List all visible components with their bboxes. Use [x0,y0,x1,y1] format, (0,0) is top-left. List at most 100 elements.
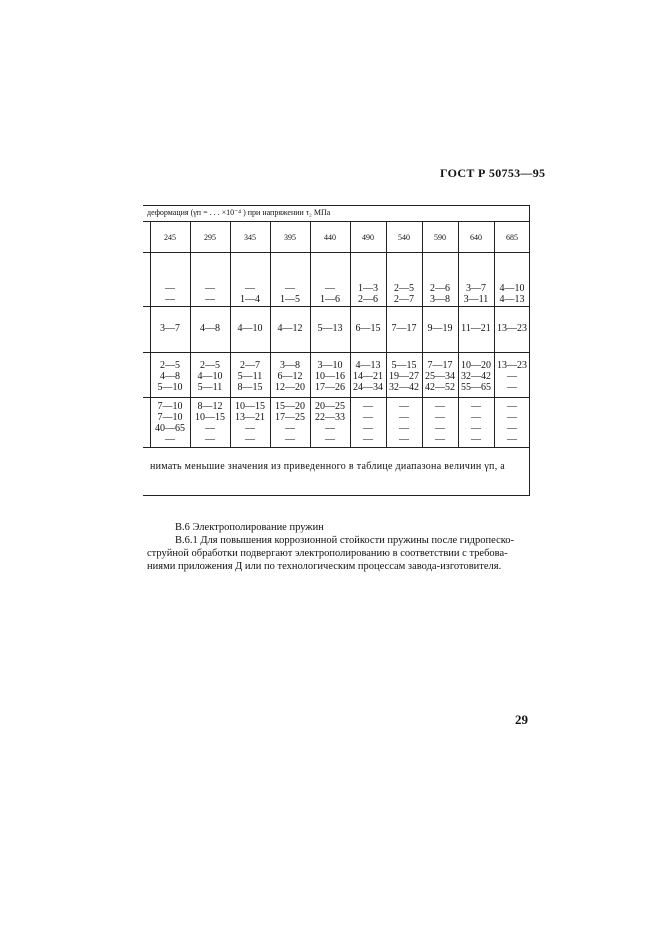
paragraph-line: В.6.1 Для повышения коррозионной стойкос… [175,535,515,546]
table-cell: 8—15 [237,382,263,393]
table-cell: — [205,283,215,294]
table-cell: 1—3 [358,283,378,294]
table-cell: — [471,434,481,445]
table-rule [143,447,530,448]
table-cell: — [325,283,335,294]
table-cell: 12—20 [275,382,305,393]
paragraph-line: ниями приложения Д или по технологически… [147,561,502,572]
table-cell: — [245,434,255,445]
column-header: 490 [362,233,374,242]
table-cell: 3—8 [280,360,300,371]
table-cell: — [399,423,409,434]
table-cell: — [363,434,373,445]
table-cell: 42—52 [425,382,455,393]
table-cell: — [363,401,373,412]
column-header: 345 [244,233,256,242]
table-cell: — [363,412,373,423]
table-note: нимать меньшие значения из приведенного … [150,461,506,472]
column-header: 395 [284,233,296,242]
column-divider [270,221,271,447]
table-cell: 1—6 [320,294,340,305]
table-cell: — [507,434,517,445]
table-cell: — [435,401,445,412]
table-cell: — [285,423,295,434]
table-cell: 4—8 [160,371,180,382]
column-divider [230,221,231,447]
table-cell: 4—10 [237,323,263,334]
table-caption: деформация (γп = . . . ×10⁻⁴ ) при напря… [147,208,331,217]
table-cell: — [363,423,373,434]
page-number: 29 [515,712,528,727]
table-cell: 19—27 [389,371,419,382]
column-divider [150,221,151,447]
table-cell: — [205,434,215,445]
column-divider [422,221,423,447]
table-cell: 25—34 [425,371,455,382]
table-cell: — [399,412,409,423]
table-cell: 10—16 [315,371,345,382]
table-cell: — [471,401,481,412]
table-rule [143,221,530,222]
table-cell: 4—10 [499,283,525,294]
table-cell: 5—13 [317,323,343,334]
table-cell: 17—25 [275,412,305,423]
column-header: 295 [204,233,216,242]
table-cell: — [435,423,445,434]
table-cell: 3—8 [430,294,450,305]
table-cell: 13—23 [497,323,527,334]
column-header: 685 [506,233,518,242]
table-cell: — [245,423,255,434]
table-cell: 40—65 [155,423,185,434]
table-cell: — [165,283,175,294]
table-cell: — [205,294,215,305]
table-cell: — [399,434,409,445]
table-cell: 7—17 [427,360,453,371]
table-cell: — [399,401,409,412]
table-cell: 2—6 [358,294,378,305]
table-cell: 4—12 [277,323,303,334]
table-cell: 1—5 [280,294,300,305]
table-cell: 3—11 [463,294,489,305]
table-cell: 15—20 [275,401,305,412]
table-cell: 14—21 [353,371,383,382]
table-cell: 2—7 [240,360,260,371]
table-cell: 22—33 [315,412,345,423]
table-cell: 55—65 [461,382,491,393]
table-cell: — [471,423,481,434]
table-cell: 13—23 [497,360,527,371]
table-cell: 2—5 [394,283,414,294]
table-cell: — [285,283,295,294]
table-cell: — [165,434,175,445]
table-cell: 3—10 [317,360,343,371]
table-cell: 32—42 [389,382,419,393]
table-cell: 2—7 [394,294,414,305]
table-cell: — [165,294,175,305]
table-cell: 5—11 [237,371,263,382]
table-cell: 4—13 [355,360,381,371]
table-cell: 7—17 [391,323,417,334]
table-cell: — [325,423,335,434]
table-cell: 6—12 [277,371,303,382]
paragraph-line: струйной обработки подвергают электропол… [147,548,508,559]
table-cell: 5—11 [197,382,223,393]
table-cell: 4—8 [200,323,220,334]
table-cell: — [507,412,517,423]
section-heading: В.6 Электрополирование пружин [175,522,324,533]
table-cell: 7—10 [157,401,183,412]
document-id: ГОСТ Р 50753—95 [440,166,546,180]
table-cell: 24—34 [353,382,383,393]
column-divider [310,221,311,447]
table-cell: 20—25 [315,401,345,412]
column-divider [190,221,191,447]
table-cell: — [285,434,295,445]
column-header: 590 [434,233,446,242]
table-rule [143,205,530,206]
table-cell: — [435,434,445,445]
column-header: 540 [398,233,410,242]
column-divider [386,221,387,447]
table-cell: — [435,412,445,423]
column-divider [458,221,459,447]
table-cell: 13—21 [235,412,265,423]
table-cell: — [205,423,215,434]
table-cell: 9—19 [427,323,453,334]
